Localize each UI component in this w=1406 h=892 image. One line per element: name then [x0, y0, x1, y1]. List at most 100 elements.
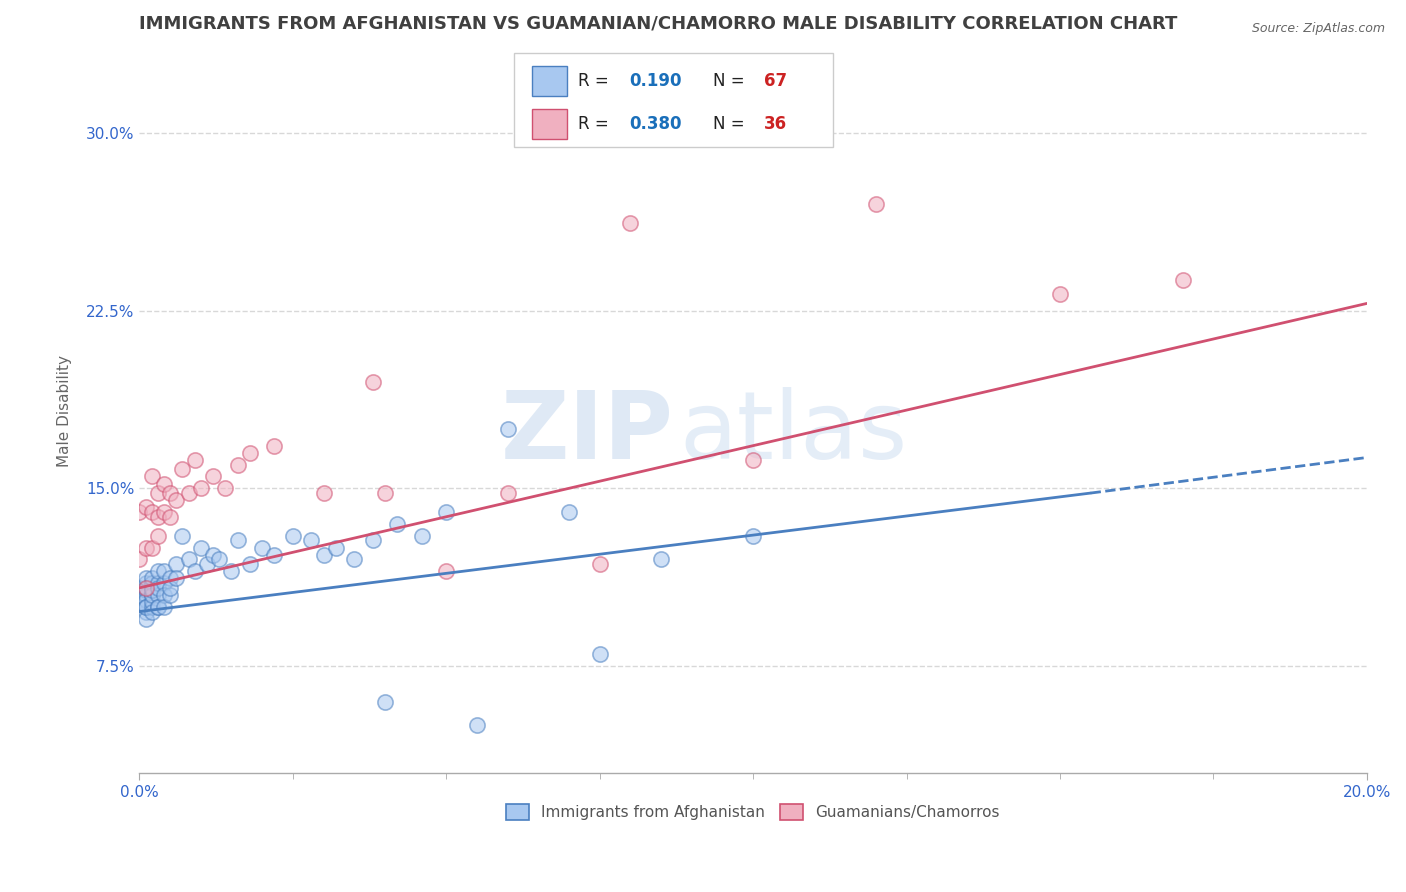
- Point: [496, 422, 519, 436]
- Point: [141, 581, 163, 595]
- Point: [496, 486, 519, 500]
- Y-axis label: Male Disability: Male Disability: [58, 355, 72, 467]
- Point: [589, 647, 612, 661]
- Point: [183, 564, 205, 578]
- Point: [1171, 273, 1194, 287]
- Point: [146, 581, 169, 595]
- Point: [135, 571, 157, 585]
- Point: [141, 469, 163, 483]
- Text: N =: N =: [713, 72, 749, 90]
- Point: [135, 599, 157, 614]
- Point: [202, 548, 225, 562]
- Point: [434, 564, 457, 578]
- Point: [135, 583, 157, 598]
- Text: atlas: atlas: [679, 387, 908, 479]
- Point: [146, 509, 169, 524]
- Text: R =: R =: [578, 72, 613, 90]
- Point: [159, 588, 181, 602]
- Point: [135, 581, 157, 595]
- Point: [208, 552, 231, 566]
- Point: [650, 552, 672, 566]
- Point: [135, 588, 157, 602]
- Point: [141, 576, 163, 591]
- Point: [153, 476, 176, 491]
- Point: [172, 529, 194, 543]
- Point: [343, 552, 366, 566]
- Text: 0.190: 0.190: [628, 72, 682, 90]
- Point: [141, 595, 163, 609]
- Text: IMMIGRANTS FROM AFGHANISTAN VS GUAMANIAN/CHAMORRO MALE DISABILITY CORRELATION CH: IMMIGRANTS FROM AFGHANISTAN VS GUAMANIAN…: [139, 15, 1178, 33]
- Point: [153, 588, 176, 602]
- Text: N =: N =: [713, 115, 749, 133]
- Point: [141, 571, 163, 585]
- Legend: Immigrants from Afghanistan, Guamanians/Chamorros: Immigrants from Afghanistan, Guamanians/…: [501, 798, 1007, 827]
- Point: [165, 557, 187, 571]
- Point: [619, 216, 641, 230]
- Point: [135, 576, 157, 591]
- Point: [190, 541, 212, 555]
- Point: [865, 197, 887, 211]
- Point: [128, 552, 150, 566]
- Point: [299, 533, 322, 548]
- Point: [141, 599, 163, 614]
- Point: [146, 576, 169, 591]
- Point: [135, 588, 157, 602]
- Point: [128, 588, 150, 602]
- Point: [159, 486, 181, 500]
- Point: [183, 453, 205, 467]
- Point: [411, 529, 433, 543]
- Point: [135, 500, 157, 515]
- Point: [226, 533, 249, 548]
- Text: Source: ZipAtlas.com: Source: ZipAtlas.com: [1251, 22, 1385, 36]
- Text: ZIP: ZIP: [501, 387, 673, 479]
- Text: 36: 36: [765, 115, 787, 133]
- Point: [1049, 287, 1071, 301]
- Point: [221, 564, 243, 578]
- Point: [589, 557, 612, 571]
- Point: [226, 458, 249, 472]
- Point: [153, 505, 176, 519]
- Point: [385, 516, 408, 531]
- Point: [153, 576, 176, 591]
- Point: [239, 557, 262, 571]
- Point: [141, 588, 163, 602]
- Point: [135, 581, 157, 595]
- Point: [141, 588, 163, 602]
- Point: [135, 599, 157, 614]
- Bar: [533, 109, 567, 139]
- Point: [128, 581, 150, 595]
- Point: [153, 599, 176, 614]
- Point: [159, 581, 181, 595]
- Point: [165, 571, 187, 585]
- Bar: [533, 66, 567, 96]
- Text: 67: 67: [765, 72, 787, 90]
- Point: [135, 599, 157, 614]
- Point: [146, 486, 169, 500]
- Point: [558, 505, 581, 519]
- Point: [128, 595, 150, 609]
- Point: [374, 486, 396, 500]
- Point: [159, 571, 181, 585]
- Bar: [513, 54, 832, 147]
- Point: [159, 509, 181, 524]
- Point: [135, 612, 157, 626]
- Point: [141, 541, 163, 555]
- Point: [374, 695, 396, 709]
- Point: [135, 592, 157, 607]
- Point: [312, 548, 335, 562]
- Point: [135, 605, 157, 619]
- Point: [177, 486, 200, 500]
- Point: [165, 493, 187, 508]
- Point: [465, 718, 488, 732]
- Point: [141, 505, 163, 519]
- Point: [141, 583, 163, 598]
- Point: [128, 505, 150, 519]
- Point: [263, 439, 285, 453]
- Point: [361, 375, 384, 389]
- Point: [239, 446, 262, 460]
- Point: [263, 548, 285, 562]
- Text: R =: R =: [578, 115, 613, 133]
- Point: [434, 505, 457, 519]
- Point: [177, 552, 200, 566]
- Point: [146, 564, 169, 578]
